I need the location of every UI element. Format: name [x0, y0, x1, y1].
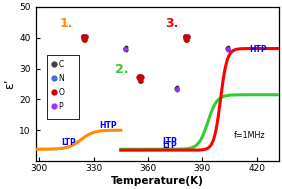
Text: O: O [59, 88, 65, 97]
Text: LTP: LTP [61, 138, 76, 147]
X-axis label: Temperature(K): Temperature(K) [111, 176, 204, 186]
Text: LTP: LTP [162, 137, 177, 146]
Text: 1.: 1. [60, 17, 73, 30]
Text: 2.: 2. [114, 63, 128, 76]
Text: C: C [59, 60, 64, 69]
Text: LTP: LTP [162, 141, 177, 150]
Y-axis label: ε’: ε’ [3, 79, 16, 89]
Text: N: N [59, 74, 65, 83]
Text: 3.: 3. [166, 17, 179, 30]
Text: HTP: HTP [250, 45, 267, 54]
Text: P: P [59, 102, 63, 111]
Text: HTP: HTP [99, 121, 117, 130]
Text: f=1MHz: f=1MHz [234, 131, 265, 140]
FancyBboxPatch shape [47, 55, 79, 119]
